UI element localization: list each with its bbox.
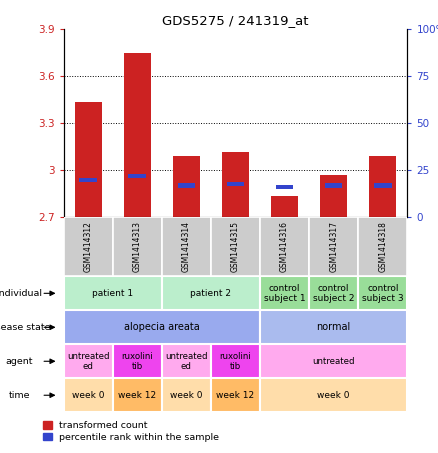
Text: GSM1414314: GSM1414314	[182, 222, 191, 272]
Bar	[309, 217, 358, 276]
Text: GSM1414317: GSM1414317	[329, 222, 338, 272]
Bar	[211, 378, 260, 412]
Bar	[113, 378, 162, 412]
Bar	[173, 156, 200, 217]
Bar	[64, 378, 113, 412]
Bar	[113, 344, 162, 378]
Bar	[79, 178, 97, 182]
Text: week 0: week 0	[72, 391, 104, 400]
Text: ruxolini
tib: ruxolini tib	[219, 352, 251, 371]
Bar	[369, 156, 396, 217]
Text: GSM1414315: GSM1414315	[231, 222, 240, 272]
Bar	[271, 196, 298, 217]
Bar	[64, 310, 260, 344]
Bar	[211, 217, 260, 276]
Text: GSM1414312: GSM1414312	[84, 222, 92, 272]
Text: ruxolini
tib: ruxolini tib	[121, 352, 153, 371]
Bar	[64, 276, 162, 310]
Bar	[64, 344, 113, 378]
Title: GDS5275 / 241319_at: GDS5275 / 241319_at	[162, 14, 309, 27]
Bar	[128, 174, 146, 178]
Bar	[374, 183, 392, 188]
Bar	[162, 378, 211, 412]
Bar	[211, 344, 260, 378]
Bar	[260, 276, 309, 310]
Bar	[276, 185, 293, 189]
Text: GSM1414318: GSM1414318	[378, 222, 387, 272]
Bar	[64, 217, 113, 276]
Bar	[162, 276, 260, 310]
Bar	[309, 276, 358, 310]
Bar	[358, 276, 407, 310]
Bar	[74, 101, 102, 217]
Text: week 12: week 12	[118, 391, 156, 400]
Bar	[222, 152, 249, 217]
Legend: transformed count, percentile rank within the sample: transformed count, percentile rank withi…	[43, 421, 219, 442]
Text: patient 2: patient 2	[191, 289, 231, 298]
Bar	[162, 344, 211, 378]
Bar	[325, 183, 343, 188]
Text: control
subject 1: control subject 1	[264, 284, 305, 303]
Text: control
subject 3: control subject 3	[362, 284, 403, 303]
Text: GSM1414313: GSM1414313	[133, 222, 141, 272]
Text: week 0: week 0	[170, 391, 202, 400]
Text: GSM1414316: GSM1414316	[280, 222, 289, 272]
Text: untreated
ed: untreated ed	[165, 352, 208, 371]
Bar	[260, 378, 407, 412]
Text: alopecia areata: alopecia areata	[124, 322, 200, 333]
Bar	[358, 217, 407, 276]
Text: agent: agent	[5, 357, 33, 366]
Bar	[260, 344, 407, 378]
Text: normal: normal	[317, 322, 351, 333]
Text: untreated
ed: untreated ed	[67, 352, 110, 371]
Bar	[320, 175, 347, 217]
Text: patient 1: patient 1	[92, 289, 133, 298]
Bar	[260, 217, 309, 276]
Bar	[124, 53, 151, 217]
Text: control
subject 2: control subject 2	[313, 284, 354, 303]
Text: week 12: week 12	[216, 391, 254, 400]
Bar	[113, 217, 162, 276]
Text: individual: individual	[0, 289, 42, 298]
Bar	[177, 183, 195, 188]
Bar	[162, 217, 211, 276]
Bar	[226, 182, 244, 186]
Bar	[260, 310, 407, 344]
Text: untreated: untreated	[312, 357, 355, 366]
Text: time: time	[8, 391, 30, 400]
Text: disease state: disease state	[0, 323, 51, 332]
Text: week 0: week 0	[318, 391, 350, 400]
